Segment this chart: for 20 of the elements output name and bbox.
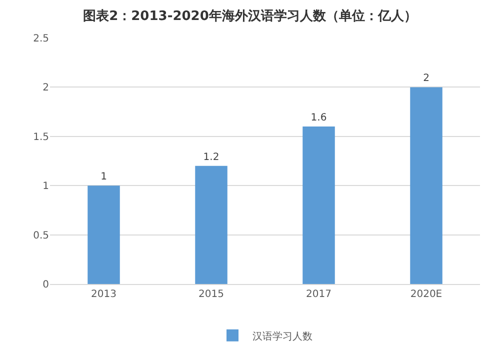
- chart-title: 图表2：2013-2020年海外汉语学习人数（单位：亿人）: [83, 8, 417, 24]
- legend-label: 汉语学习人数: [252, 330, 312, 342]
- y-tick-label: 1.5: [33, 132, 49, 143]
- x-tick-label: 2013: [91, 289, 116, 300]
- y-tick-label: 2.5: [33, 34, 49, 44]
- x-tick-label: 2015: [198, 289, 224, 300]
- x-tick-label: 2017: [306, 289, 332, 300]
- data-label: 1.6: [310, 112, 327, 124]
- x-tick-label: 2020E: [410, 289, 442, 300]
- y-tick-label: 0.5: [33, 230, 49, 242]
- bar: [195, 166, 228, 284]
- y-tick-label: 0: [42, 280, 49, 290]
- bar: [302, 126, 335, 284]
- y-tick-label: 1: [42, 181, 49, 192]
- data-label: 1: [100, 172, 107, 183]
- y-tick-label: 2: [42, 82, 49, 94]
- bar: [88, 186, 120, 284]
- data-label: 1.2: [203, 152, 220, 163]
- bar: [410, 87, 442, 284]
- data-label: 2: [423, 73, 430, 84]
